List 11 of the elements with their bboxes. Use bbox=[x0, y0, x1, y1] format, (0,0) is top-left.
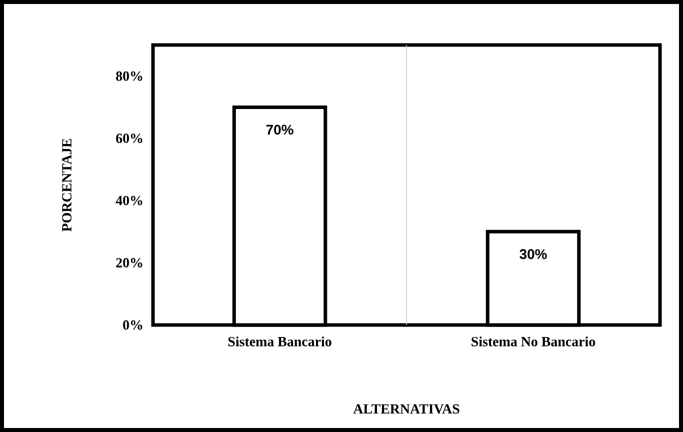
data-label: 70% bbox=[266, 124, 294, 135]
y-tick-label: 40% bbox=[116, 196, 142, 206]
x-tick-label: Sistema Bancario bbox=[228, 336, 332, 346]
data-label: 30% bbox=[520, 249, 547, 260]
y-axis-title: PORCENTAJE bbox=[62, 138, 72, 232]
y-tick-label: 20% bbox=[116, 258, 142, 268]
x-axis-title: ALTERNATIVAS bbox=[353, 404, 460, 414]
y-tick-label: 0% bbox=[123, 320, 142, 330]
x-tick-label: Sistema No Bancario bbox=[472, 336, 596, 346]
y-tick-label: 60% bbox=[116, 134, 142, 144]
y-tick-label: 80% bbox=[116, 71, 142, 81]
